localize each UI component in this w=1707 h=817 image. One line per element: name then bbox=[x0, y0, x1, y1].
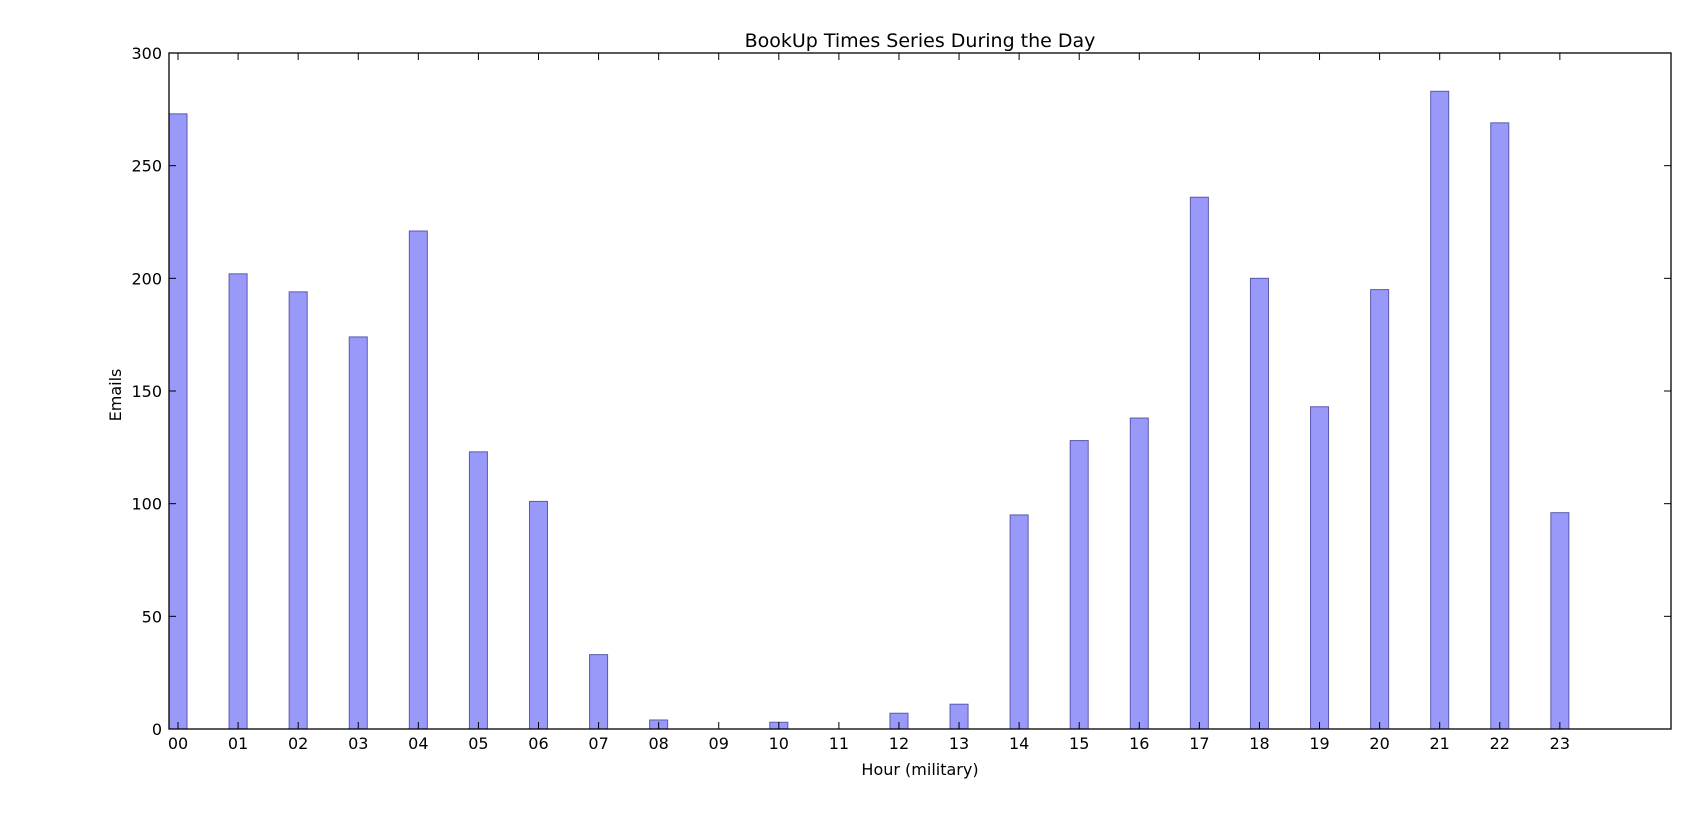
bar-18 bbox=[1249, 277, 1269, 730]
bar-03 bbox=[348, 336, 368, 730]
x-tick-label: 17 bbox=[1189, 734, 1209, 753]
bar-00 bbox=[168, 113, 188, 730]
x-tick-label: 19 bbox=[1309, 734, 1329, 753]
x-tick-label: 14 bbox=[1009, 734, 1029, 753]
x-tick-label: 21 bbox=[1430, 734, 1450, 753]
x-tick-label: 22 bbox=[1490, 734, 1510, 753]
x-tick-label: 00 bbox=[168, 734, 188, 753]
x-tick-label: 09 bbox=[709, 734, 729, 753]
bars-layer bbox=[168, 90, 1570, 730]
x-tick-label: 04 bbox=[408, 734, 428, 753]
y-tick-label: 200 bbox=[131, 269, 162, 288]
bar-14 bbox=[1009, 514, 1029, 730]
x-tick-label: 15 bbox=[1069, 734, 1089, 753]
bar-01 bbox=[228, 273, 248, 730]
x-tick-label: 13 bbox=[949, 734, 969, 753]
x-tick-label: 20 bbox=[1369, 734, 1389, 753]
x-tick-label: 16 bbox=[1129, 734, 1149, 753]
bar-06 bbox=[528, 500, 549, 730]
x-tick-label: 10 bbox=[769, 734, 789, 753]
x-tick-label: 18 bbox=[1249, 734, 1269, 753]
x-tick-label: 08 bbox=[648, 734, 668, 753]
y-tick-label: 250 bbox=[131, 157, 162, 176]
bar-16 bbox=[1129, 417, 1149, 730]
bar-15 bbox=[1069, 440, 1089, 730]
bar-02 bbox=[288, 291, 308, 730]
plot-frame bbox=[168, 52, 1672, 730]
bar-21 bbox=[1430, 90, 1450, 730]
x-tick-label: 23 bbox=[1550, 734, 1570, 753]
y-axis-label: Emails bbox=[106, 369, 125, 422]
x-tick-label: 11 bbox=[829, 734, 849, 753]
x-tick-label: 07 bbox=[588, 734, 608, 753]
bar-22 bbox=[1490, 122, 1510, 730]
ticks-layer: 0 50 100 150 200 250 300 00 01 02 03 04 05 06 07 08 09 10… bbox=[131, 44, 1671, 753]
x-tick-label: 03 bbox=[348, 734, 368, 753]
bar-04 bbox=[408, 230, 428, 730]
x-tick-label: 01 bbox=[228, 734, 248, 753]
chart-title: BookUp Times Series During the Day bbox=[745, 30, 1096, 52]
bar-17 bbox=[1189, 196, 1209, 730]
y-tick-label: 300 bbox=[131, 44, 162, 63]
y-tick-label: 150 bbox=[131, 382, 162, 401]
x-tick-label: 02 bbox=[288, 734, 308, 753]
x-tick-label: 12 bbox=[889, 734, 909, 753]
y-tick-label: 100 bbox=[131, 495, 162, 514]
x-tick-label: 06 bbox=[528, 734, 548, 753]
bar-23 bbox=[1550, 512, 1570, 730]
bar-07 bbox=[589, 654, 609, 730]
bar-19 bbox=[1310, 406, 1330, 730]
bar-20 bbox=[1370, 289, 1390, 730]
bar-05 bbox=[468, 451, 488, 730]
y-tick-label: 0 bbox=[152, 720, 162, 739]
x-axis-label: Hour (military) bbox=[861, 760, 978, 779]
x-tick-label: 05 bbox=[468, 734, 488, 753]
y-tick-label: 50 bbox=[142, 607, 162, 626]
